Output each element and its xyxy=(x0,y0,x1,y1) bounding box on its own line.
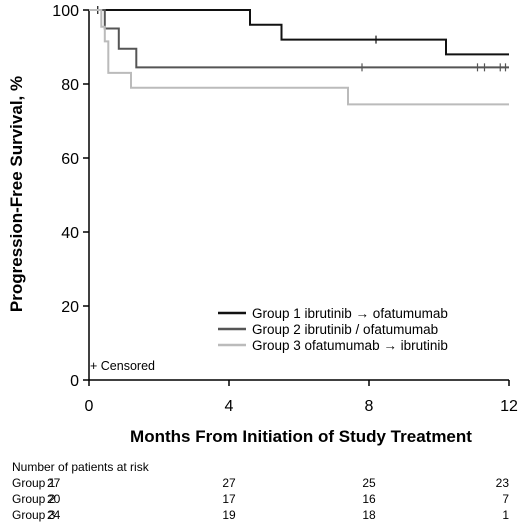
y-axis-title: Progression-Free Survival, % xyxy=(7,76,26,312)
series-line-group-1 xyxy=(89,9,509,56)
risk-cell: 20 xyxy=(47,492,61,506)
risk-cell: 23 xyxy=(495,476,509,490)
risk-cell: 18 xyxy=(362,508,376,522)
y-tick-label: 60 xyxy=(61,151,79,168)
series-group-1 xyxy=(89,6,509,56)
y-tick-label: 20 xyxy=(61,299,79,316)
risk-table-title: Number of patients at risk xyxy=(12,460,149,474)
risk-cell: 17 xyxy=(222,492,236,506)
risk-cell: 1 xyxy=(502,508,509,522)
y-tick-label: 0 xyxy=(70,373,79,390)
risk-row-label: Group 3 xyxy=(12,508,56,522)
risk-cell: 19 xyxy=(222,508,236,522)
risk-cell: 27 xyxy=(47,476,61,490)
x-tick-label: 8 xyxy=(365,398,374,415)
series-group-3 xyxy=(89,9,509,106)
y-tick-label: 40 xyxy=(61,225,79,242)
series-line-group-3 xyxy=(89,9,509,106)
y-tick-label: 100 xyxy=(52,3,79,20)
x-tick-label: 4 xyxy=(225,398,234,415)
legend-label-group-1: Group 1 ibrutinib → ofatumumab xyxy=(252,306,448,321)
chart-series xyxy=(89,6,509,106)
series-line-group-2 xyxy=(89,9,509,69)
risk-cell: 7 xyxy=(502,492,509,506)
legend-label-group-3: Group 3 ofatumumab → ibrutinib xyxy=(252,338,448,353)
risk-cell: 25 xyxy=(362,476,376,490)
x-tick-label: 0 xyxy=(85,398,94,415)
risk-cell: 27 xyxy=(222,476,236,490)
risk-row-label: Group 1 xyxy=(12,476,56,490)
risk-cell: 24 xyxy=(47,508,61,522)
x-axis-title: Months From Initiation of Study Treatmen… xyxy=(130,427,472,446)
series-group-2 xyxy=(89,9,509,72)
legend-label-group-2: Group 2 ibrutinib / ofatumumab xyxy=(252,322,438,337)
y-tick-label: 80 xyxy=(61,77,79,94)
risk-cell: 16 xyxy=(362,492,376,506)
risk-row-label: Group 2 xyxy=(12,492,56,506)
chart-axes: 0 20 40 60 80 100 0 4 8 12 xyxy=(52,3,518,415)
censor-note: + Censored xyxy=(90,359,155,373)
x-tick-label: 12 xyxy=(500,398,518,415)
